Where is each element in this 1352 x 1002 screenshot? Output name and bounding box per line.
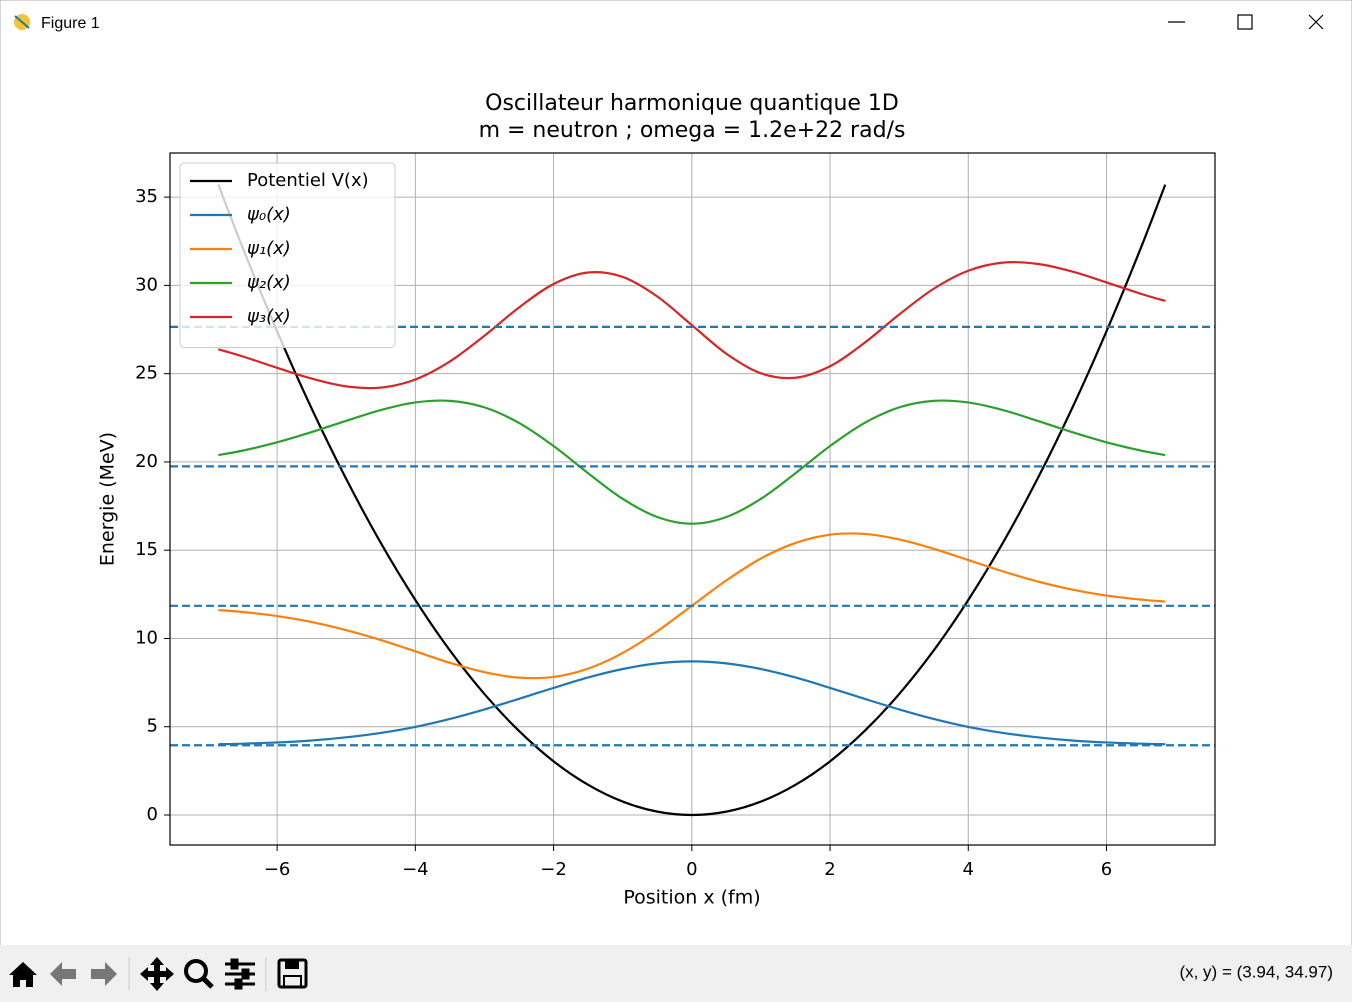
app-icon-stroke [14, 15, 30, 29]
legend-label: ψ₁(x) [247, 238, 291, 259]
forward-button[interactable] [91, 962, 117, 986]
home-button[interactable] [9, 962, 37, 987]
axes-frame [169, 152, 1216, 846]
series-line [217, 184, 1167, 817]
x-tick-label: −6 [264, 859, 291, 880]
y-tick-label: 10 [135, 627, 158, 648]
x-tick-label: −4 [402, 859, 429, 880]
x-tick-label: 4 [963, 859, 974, 880]
legend-label: ψ₃(x) [247, 306, 291, 327]
legend-label: ψ₀(x) [247, 204, 291, 225]
x-axis-label: Position x (fm) [623, 887, 760, 909]
legend: Potentiel V(x) ψ₀(x) ψ₁(x) ψ₂(x) ψ₃(x) [179, 162, 396, 348]
y-tick-label: 30 [135, 274, 158, 295]
x-tick-label: 2 [824, 859, 835, 880]
y-tick-label: 25 [135, 363, 158, 384]
cursor-status: (x, y) = (3.94, 34.97) [1179, 962, 1333, 981]
back-button[interactable] [50, 962, 76, 986]
legend-box [179, 162, 396, 348]
pan-button[interactable] [140, 957, 174, 991]
x-tick-label: 0 [686, 859, 697, 880]
x-tick-label: 6 [1101, 859, 1112, 880]
y-tick-label: 20 [135, 451, 158, 472]
maximize-button[interactable] [1237, 14, 1253, 30]
save-button[interactable] [277, 958, 308, 989]
x-tick-label: −2 [540, 859, 567, 880]
series-line [218, 261, 1166, 390]
series-line [218, 399, 1166, 525]
chart-title: Oscillateur harmonique quantique 1D [485, 91, 899, 116]
window-title: Figure 1 [41, 15, 100, 32]
legend-label: Potentiel V(x) [247, 170, 369, 191]
legend-label: ψ₂(x) [247, 272, 291, 293]
y-tick-label: 35 [135, 186, 158, 207]
close-button[interactable] [1308, 14, 1324, 30]
toolbar [0, 945, 1352, 1002]
series-line [218, 660, 1166, 746]
y-tick-label: 5 [147, 716, 158, 737]
y-axis-label: Energie (MeV) [97, 432, 119, 566]
y-tick-label: 15 [135, 539, 158, 560]
configure-button[interactable] [225, 958, 255, 990]
y-tick-label: 0 [147, 804, 158, 825]
zoom-button[interactable] [184, 959, 214, 989]
title-bar: Figure 1 [14, 14, 1324, 32]
chart-subtitle: m = neutron ; omega = 1.2e+22 rad/s [479, 118, 906, 143]
